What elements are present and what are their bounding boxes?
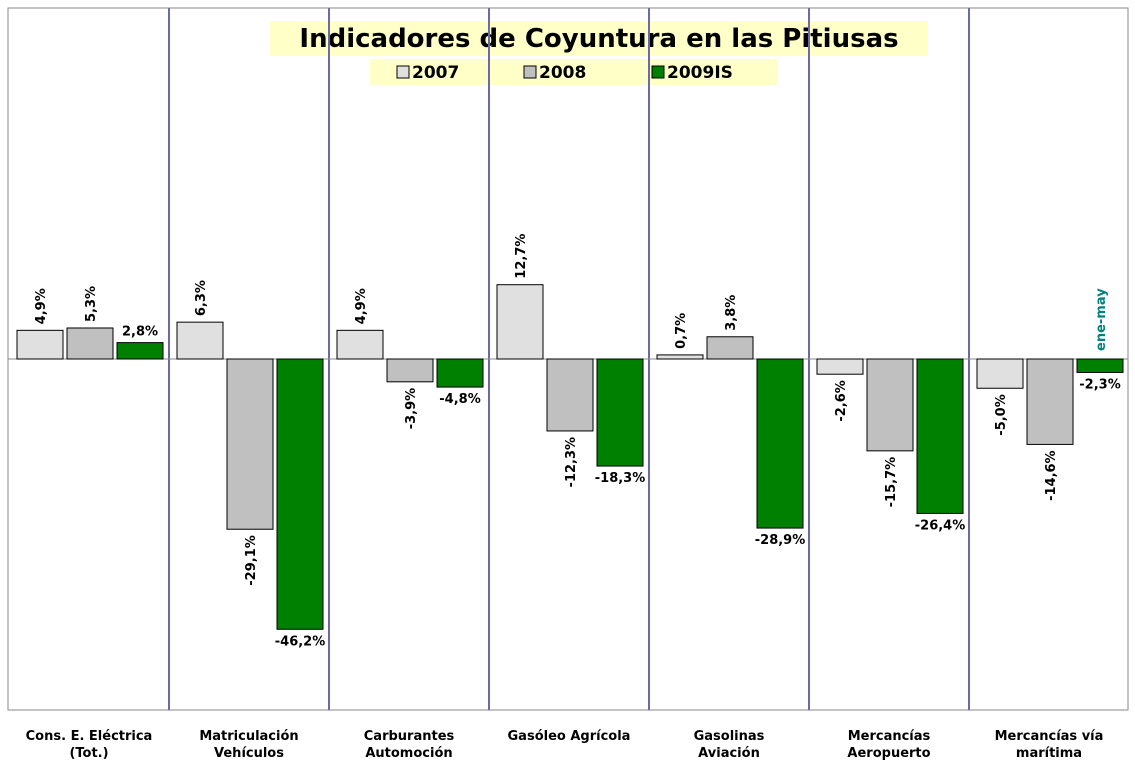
title-background <box>270 21 928 56</box>
annotation: ene-may <box>1094 288 1109 351</box>
data-label: -14,6% <box>1044 450 1059 501</box>
data-label: 12,7% <box>514 234 529 279</box>
data-label: -12,3% <box>564 437 579 488</box>
bar <box>496 284 544 360</box>
data-label: 6,3% <box>194 280 209 316</box>
bar <box>596 358 644 467</box>
data-label: 5,3% <box>84 286 99 322</box>
bar <box>656 354 704 360</box>
bar <box>16 329 64 360</box>
data-label: 4,9% <box>34 288 49 324</box>
bar <box>1076 358 1124 373</box>
bar <box>276 358 324 630</box>
data-label: -15,7% <box>884 457 899 508</box>
x-tick-label: marítima <box>1016 746 1082 761</box>
bar <box>1026 358 1074 445</box>
data-label: -3,9% <box>404 388 419 429</box>
bar <box>386 358 434 383</box>
bar <box>176 321 224 360</box>
x-tick-label: Mercancías vía <box>995 729 1104 744</box>
x-tick-label: Matriculación <box>199 729 298 744</box>
data-label: 4,9% <box>354 288 369 324</box>
bar <box>706 336 754 360</box>
data-label: -26,4% <box>915 518 966 533</box>
data-label: -5,0% <box>994 394 1009 435</box>
bar <box>66 327 114 360</box>
legend: 2007 2008 2009IS <box>396 63 733 83</box>
bar <box>916 358 964 514</box>
legend-swatch <box>523 65 537 79</box>
data-label: 0,7% <box>674 313 689 349</box>
legend-label: 2007 <box>412 63 459 83</box>
data-label: -29,1% <box>244 535 259 586</box>
legend-swatch <box>651 65 665 79</box>
bar <box>546 358 594 432</box>
legend-label: 2009IS <box>667 63 733 83</box>
bar <box>336 329 384 360</box>
bar <box>816 358 864 375</box>
x-tick-label: Vehículos <box>214 746 284 761</box>
data-label: -2,3% <box>1079 377 1120 392</box>
legend-swatch <box>396 65 410 79</box>
bar <box>756 358 804 529</box>
x-tick-label: Aviación <box>698 746 760 761</box>
x-tick-label: Mercancías <box>848 729 931 744</box>
bar <box>226 358 274 530</box>
x-tick-label: Carburantes <box>364 729 455 744</box>
x-tick-label: Gasóleo Agrícola <box>508 729 631 744</box>
bar <box>976 358 1024 389</box>
x-tick-label: Cons. E. Eléctrica <box>26 729 153 744</box>
data-label: -4,8% <box>439 392 480 407</box>
x-tick-label: Automoción <box>365 746 452 761</box>
chart-title: Indicadores de Coyuntura en las Pitiusas <box>299 24 898 54</box>
data-label: -28,9% <box>755 533 806 548</box>
bar <box>116 342 164 360</box>
data-label: 3,8% <box>724 295 739 331</box>
legend-label: 2008 <box>539 63 586 83</box>
bar <box>866 358 914 452</box>
x-tick-label: (Tot.) <box>69 746 108 761</box>
data-label: -46,2% <box>275 634 326 649</box>
data-label: -2,6% <box>834 380 849 421</box>
x-tick-label: Gasolinas <box>694 729 765 744</box>
data-label: 2,8% <box>122 325 158 340</box>
bar <box>436 358 484 388</box>
data-label: -18,3% <box>595 471 646 486</box>
legend-background <box>370 59 778 85</box>
x-tick-label: Aeropuerto <box>847 746 930 761</box>
